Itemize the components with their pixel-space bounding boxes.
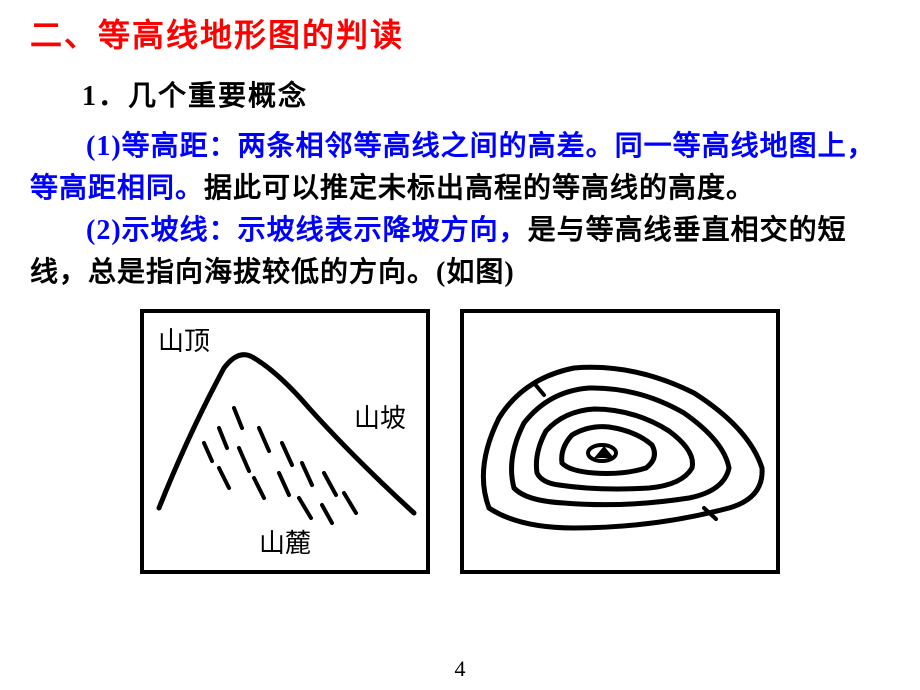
contour-map-diagram [460, 309, 780, 574]
section-title: 二、等高线地形图的判读 [30, 10, 890, 56]
diagram-container: 山顶 山坡 山麓 [30, 309, 890, 574]
paragraph-1: (1)等高距：两条相邻等高线之间的高差。同一等高线地图上，等高距相同。据此可以推… [30, 126, 890, 210]
label-slope: 山坡 [354, 398, 406, 435]
label-peak: 山顶 [158, 321, 210, 358]
paragraph-2: (2)示坡线：示坡线表示降坡方向，是与等高线垂直相交的短线，总是指向海拔较低的方… [30, 210, 890, 294]
page-number: 4 [455, 656, 466, 682]
subsection-title: 1．几个重要概念 [82, 74, 890, 114]
para1-text: 据此可以推定未标出高程的等高线的高度。 [204, 173, 755, 204]
mountain-profile-diagram: 山顶 山坡 山麓 [140, 309, 430, 574]
para2-highlight: (2)示坡线：示坡线表示降坡方向， [86, 215, 528, 246]
label-foot: 山麓 [259, 523, 311, 560]
contour-svg [464, 313, 776, 570]
content-block: (1)等高距：两条相邻等高线之间的高差。同一等高线地图上，等高距相同。据此可以推… [30, 126, 890, 294]
